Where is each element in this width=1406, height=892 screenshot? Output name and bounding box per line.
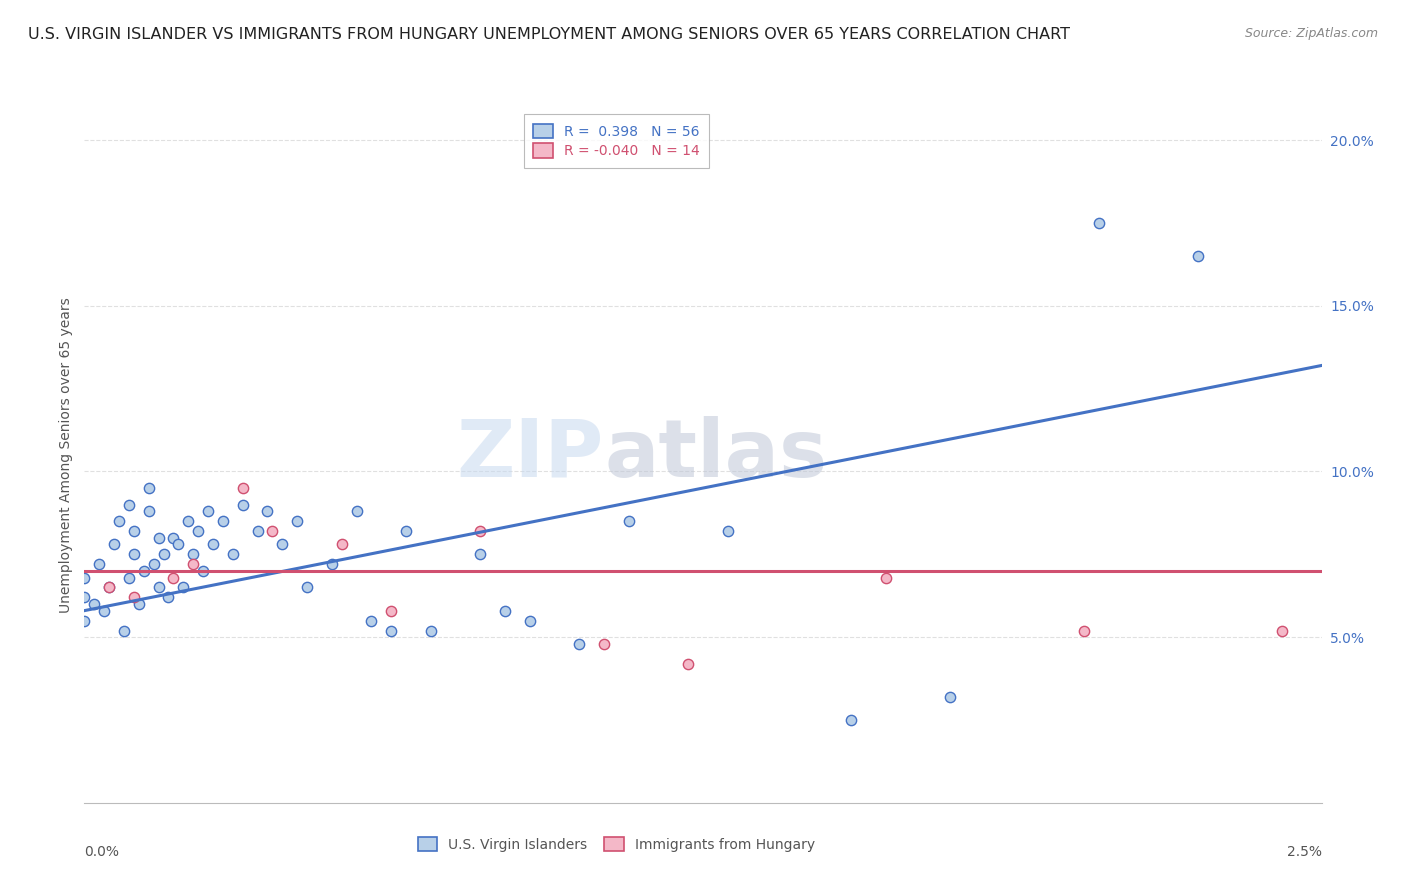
Text: U.S. VIRGIN ISLANDER VS IMMIGRANTS FROM HUNGARY UNEMPLOYMENT AMONG SENIORS OVER : U.S. VIRGIN ISLANDER VS IMMIGRANTS FROM … [28, 27, 1070, 42]
Point [148, 581, 170, 595]
Point [142, 558, 165, 572]
Point [262, 524, 284, 538]
Point [380, 624, 402, 638]
Point [470, 547, 492, 561]
Point [380, 604, 402, 618]
Point [73, 570, 96, 584]
Point [1088, 216, 1111, 230]
Text: Source: ZipAtlas.com: Source: ZipAtlas.com [1244, 27, 1378, 40]
Point [118, 570, 141, 584]
Point [181, 558, 204, 572]
Point [395, 524, 418, 538]
Point [256, 504, 278, 518]
Point [167, 537, 190, 551]
Point [98, 581, 121, 595]
Point [152, 547, 174, 561]
Point [222, 547, 245, 561]
Point [108, 514, 131, 528]
Point [295, 581, 318, 595]
Point [346, 504, 368, 518]
Point [197, 504, 219, 518]
Point [162, 570, 184, 584]
Text: 2.5%: 2.5% [1286, 845, 1322, 858]
Point [939, 690, 962, 704]
Point [138, 504, 160, 518]
Point [494, 604, 516, 618]
Point [73, 614, 96, 628]
Point [246, 524, 269, 538]
Y-axis label: Unemployment Among Seniors over 65 years: Unemployment Among Seniors over 65 years [59, 297, 73, 613]
Point [172, 581, 194, 595]
Point [676, 657, 699, 671]
Text: atlas: atlas [605, 416, 827, 494]
Point [138, 481, 160, 495]
Point [83, 597, 105, 611]
Point [118, 498, 141, 512]
Point [617, 514, 640, 528]
Point [232, 498, 254, 512]
Point [162, 531, 184, 545]
Point [157, 591, 180, 605]
Point [132, 564, 155, 578]
Text: 0.0%: 0.0% [84, 845, 120, 858]
Point [875, 570, 897, 584]
Point [568, 637, 591, 651]
Point [419, 624, 441, 638]
Text: ZIP: ZIP [457, 416, 605, 494]
Point [593, 637, 616, 651]
Point [181, 547, 204, 561]
Point [841, 713, 863, 727]
Point [89, 558, 111, 572]
Point [122, 547, 145, 561]
Point [177, 514, 200, 528]
Point [232, 481, 254, 495]
Point [98, 581, 121, 595]
Point [112, 624, 135, 638]
Point [360, 614, 382, 628]
Point [285, 514, 308, 528]
Legend: U.S. Virgin Islanders, Immigrants from Hungary: U.S. Virgin Islanders, Immigrants from H… [411, 830, 823, 858]
Point [128, 597, 150, 611]
Point [191, 564, 214, 578]
Point [103, 537, 125, 551]
Point [122, 591, 145, 605]
Point [148, 531, 170, 545]
Point [187, 524, 209, 538]
Point [717, 524, 740, 538]
Point [519, 614, 541, 628]
Point [271, 537, 294, 551]
Point [1271, 624, 1294, 638]
Point [1187, 249, 1209, 263]
Point [321, 558, 343, 572]
Point [470, 524, 492, 538]
Point [122, 524, 145, 538]
Point [1073, 624, 1095, 638]
Point [73, 591, 96, 605]
Point [93, 604, 115, 618]
Point [330, 537, 353, 551]
Point [212, 514, 235, 528]
Point [202, 537, 225, 551]
